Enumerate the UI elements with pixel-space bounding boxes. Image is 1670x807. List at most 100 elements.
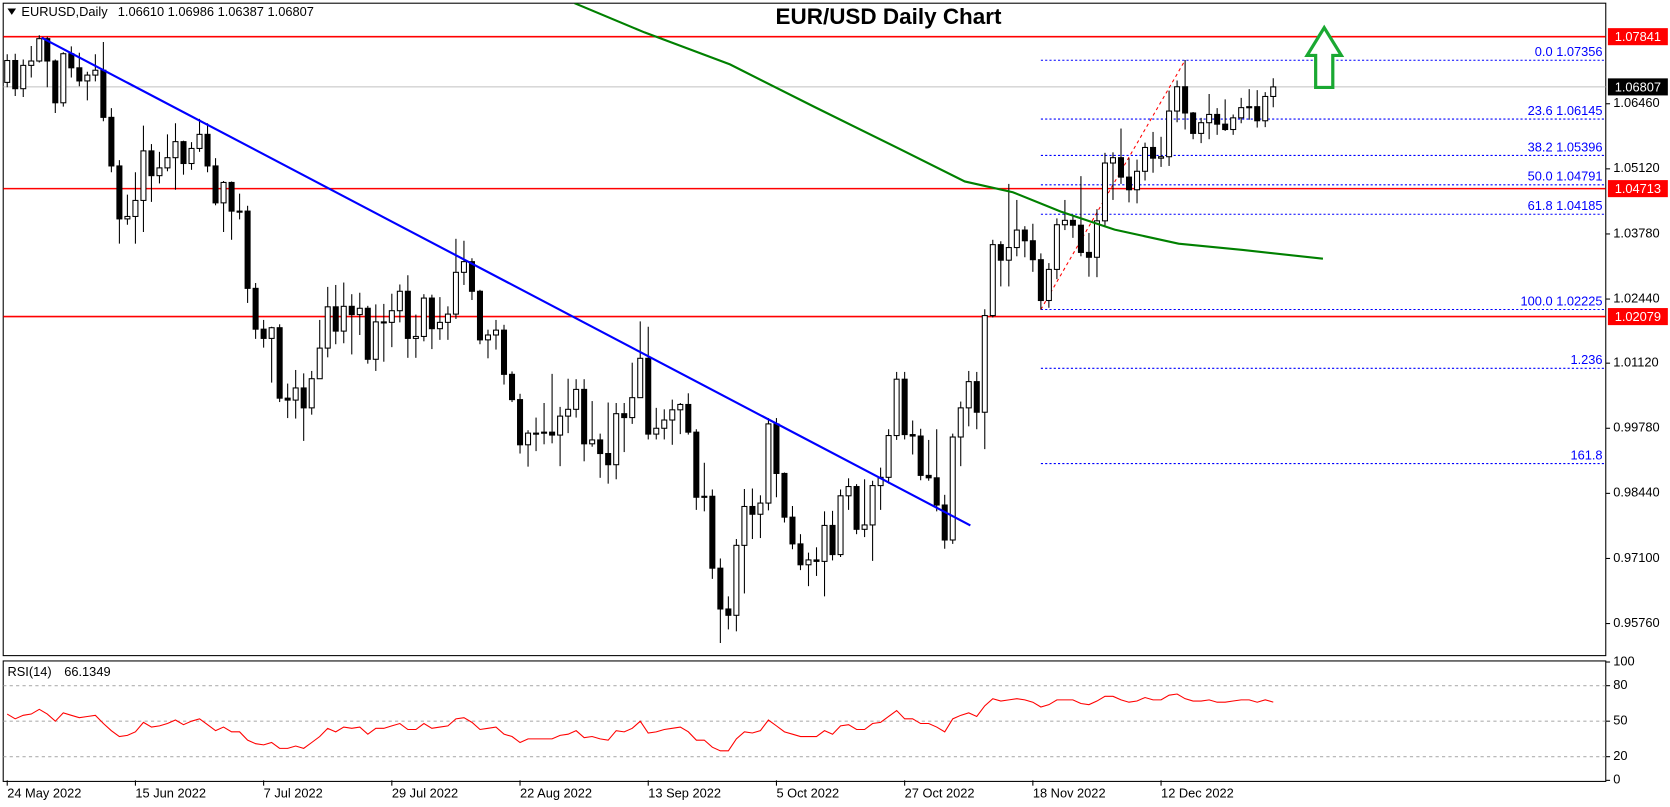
candle-body [316,347,323,380]
candle-body [332,306,339,332]
level-box [1607,28,1668,46]
candle-body [36,38,43,62]
candle-body [621,413,628,419]
candle-body [180,141,187,165]
candle-body [356,307,363,316]
candle-body [605,452,612,466]
level-label: 1.06807 [1615,79,1661,94]
candle-body [1085,251,1092,258]
candle-body [813,559,820,562]
candle-body [1270,86,1277,98]
y-tick-label: 1.05120 [1613,160,1659,175]
candle-body [396,290,403,312]
rsi-tick-label: 20 [1613,748,1627,763]
candle-body [1150,146,1157,159]
x-tick-label: 13 Sep 2022 [648,786,721,801]
candle-body [1198,122,1205,134]
candle-body [404,290,411,339]
candle-body [1222,123,1229,131]
level-label: 1.07841 [1615,29,1661,44]
candle-body [484,334,492,341]
candle-body [292,387,299,401]
rsi-panel [2,660,1607,782]
fib-label: 61.8 1.04185 [1528,198,1603,213]
candle-body [581,388,588,445]
candle-body [629,397,636,419]
rsi-tick-label: 0 [1613,772,1620,787]
candle-body [661,419,668,429]
fib-label: 1.236 [1570,352,1602,367]
candle-body [821,524,828,562]
x-tick-label: 12 Dec 2022 [1161,786,1234,801]
x-tick-label: 27 Oct 2022 [905,786,975,801]
candle-body [308,378,315,409]
candle-body [436,321,443,330]
candle-body [1021,229,1028,242]
candle-body [805,559,812,566]
candle-body [452,271,459,315]
x-tick-label: 18 Nov 2022 [1033,786,1106,801]
candle-body [989,244,996,317]
candle-body [1109,157,1117,164]
candle-body [132,199,139,217]
candle-body [709,495,716,569]
candle-body [1134,170,1141,191]
candle-body [1077,224,1084,253]
candle-body [1045,268,1052,302]
candle-body [901,378,908,436]
candle-body [517,399,524,446]
y-tick-label: 0.95760 [1613,615,1659,630]
candle-body [388,310,395,323]
candle-body [444,313,451,323]
candle-body [1142,146,1149,172]
candle-body [541,431,548,434]
candle-body [757,502,764,515]
candle-body [460,261,467,273]
candle-body [348,305,355,316]
candle-body [645,357,652,435]
candle-body [164,157,171,169]
candle-body [252,287,259,330]
candle-body [116,165,123,220]
candle-body [380,321,387,324]
candle-body [997,244,1004,261]
candle-body [172,141,179,159]
rsi-plot [3,685,1606,758]
candle-body [685,403,692,433]
candle-body [340,305,347,332]
candle-body [1238,107,1245,119]
candle-body [565,408,572,417]
candle-body [1246,106,1253,109]
candle-body [653,427,660,435]
candle-body [28,60,35,66]
candle-body [525,432,532,446]
candle-body [1013,229,1020,249]
candle-body [92,69,99,76]
candle-body [925,474,932,479]
candle-body [957,407,964,438]
candle-body [52,60,59,104]
candle-body [4,59,11,83]
candle-body [108,116,115,167]
candle-body [1254,106,1261,122]
candle-body [420,297,427,337]
candle-body [284,397,291,401]
y-tick-label: 1.06460 [1613,95,1659,110]
candle-body [44,38,51,62]
candle-body [84,74,91,82]
candle-body [829,524,836,556]
y-tick-label: 0.97100 [1613,550,1659,565]
candle-body [557,415,564,436]
x-tick-label: 22 Aug 2022 [520,786,592,801]
moving-average [574,3,1324,260]
candle-body [1230,117,1237,131]
rsi-line [6,693,1274,752]
candle-body [1182,86,1189,114]
fib-label: 23.6 1.06145 [1528,103,1603,118]
candle-body [1125,176,1133,191]
candle-body [1101,162,1108,222]
candle-body [885,435,892,478]
level-box [1607,308,1668,326]
candle-body [300,387,307,409]
x-tick-label: 5 Oct 2022 [776,786,839,801]
